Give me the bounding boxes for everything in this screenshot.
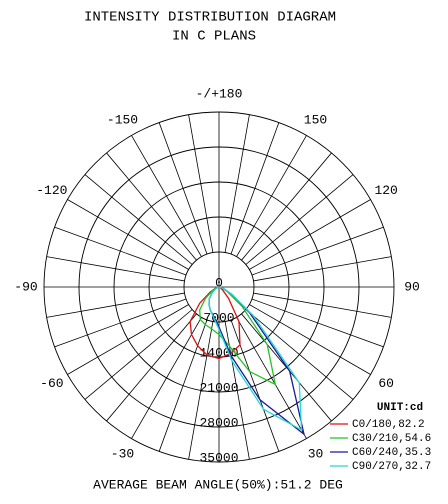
unit-label: UNIT:cd xyxy=(377,402,423,414)
legend-label: C30/210,54.6 xyxy=(352,433,431,445)
grid-ring xyxy=(113,181,325,393)
grid-ring xyxy=(78,146,360,428)
footer: AVERAGE BEAM ANGLE(50%):51.2 DEG xyxy=(93,477,343,492)
angle-tick-label: 150 xyxy=(304,112,327,127)
angle-tick-label: 60 xyxy=(378,376,394,391)
legend-label: C60/240,35.3 xyxy=(352,447,431,459)
radial-tick-label: 28000 xyxy=(199,415,238,430)
angle-tick-label: 90 xyxy=(404,279,420,294)
angle-tick-label: 30 xyxy=(308,447,324,462)
grid-ring xyxy=(148,216,290,358)
angle-tick-label: -30 xyxy=(111,447,134,462)
angle-tick-label: -/+180 xyxy=(196,86,243,101)
legend-label: C0/180,82.2 xyxy=(352,419,425,431)
angle-tick-label: -60 xyxy=(40,376,63,391)
radial-tick-label: 7000 xyxy=(203,310,234,325)
angle-tick-label: -90 xyxy=(14,279,37,294)
intensity-curve xyxy=(208,286,303,432)
radial-tick-label: 35000 xyxy=(199,450,238,465)
radial-tick-label: 0 xyxy=(215,275,223,290)
chart-title: INTENSITY DISTRIBUTION DIAGRAM xyxy=(84,10,336,26)
chart-subtitle: IN C PLANS xyxy=(172,29,256,45)
radial-tick-label: 21000 xyxy=(199,380,238,395)
grid-ring xyxy=(43,111,395,463)
legend-label: C90/270,32.7 xyxy=(352,461,431,473)
angle-tick-label: 120 xyxy=(374,183,397,198)
angle-tick-label: -120 xyxy=(36,183,67,198)
grid-ring xyxy=(183,251,255,323)
angle-tick-label: -150 xyxy=(107,112,138,127)
